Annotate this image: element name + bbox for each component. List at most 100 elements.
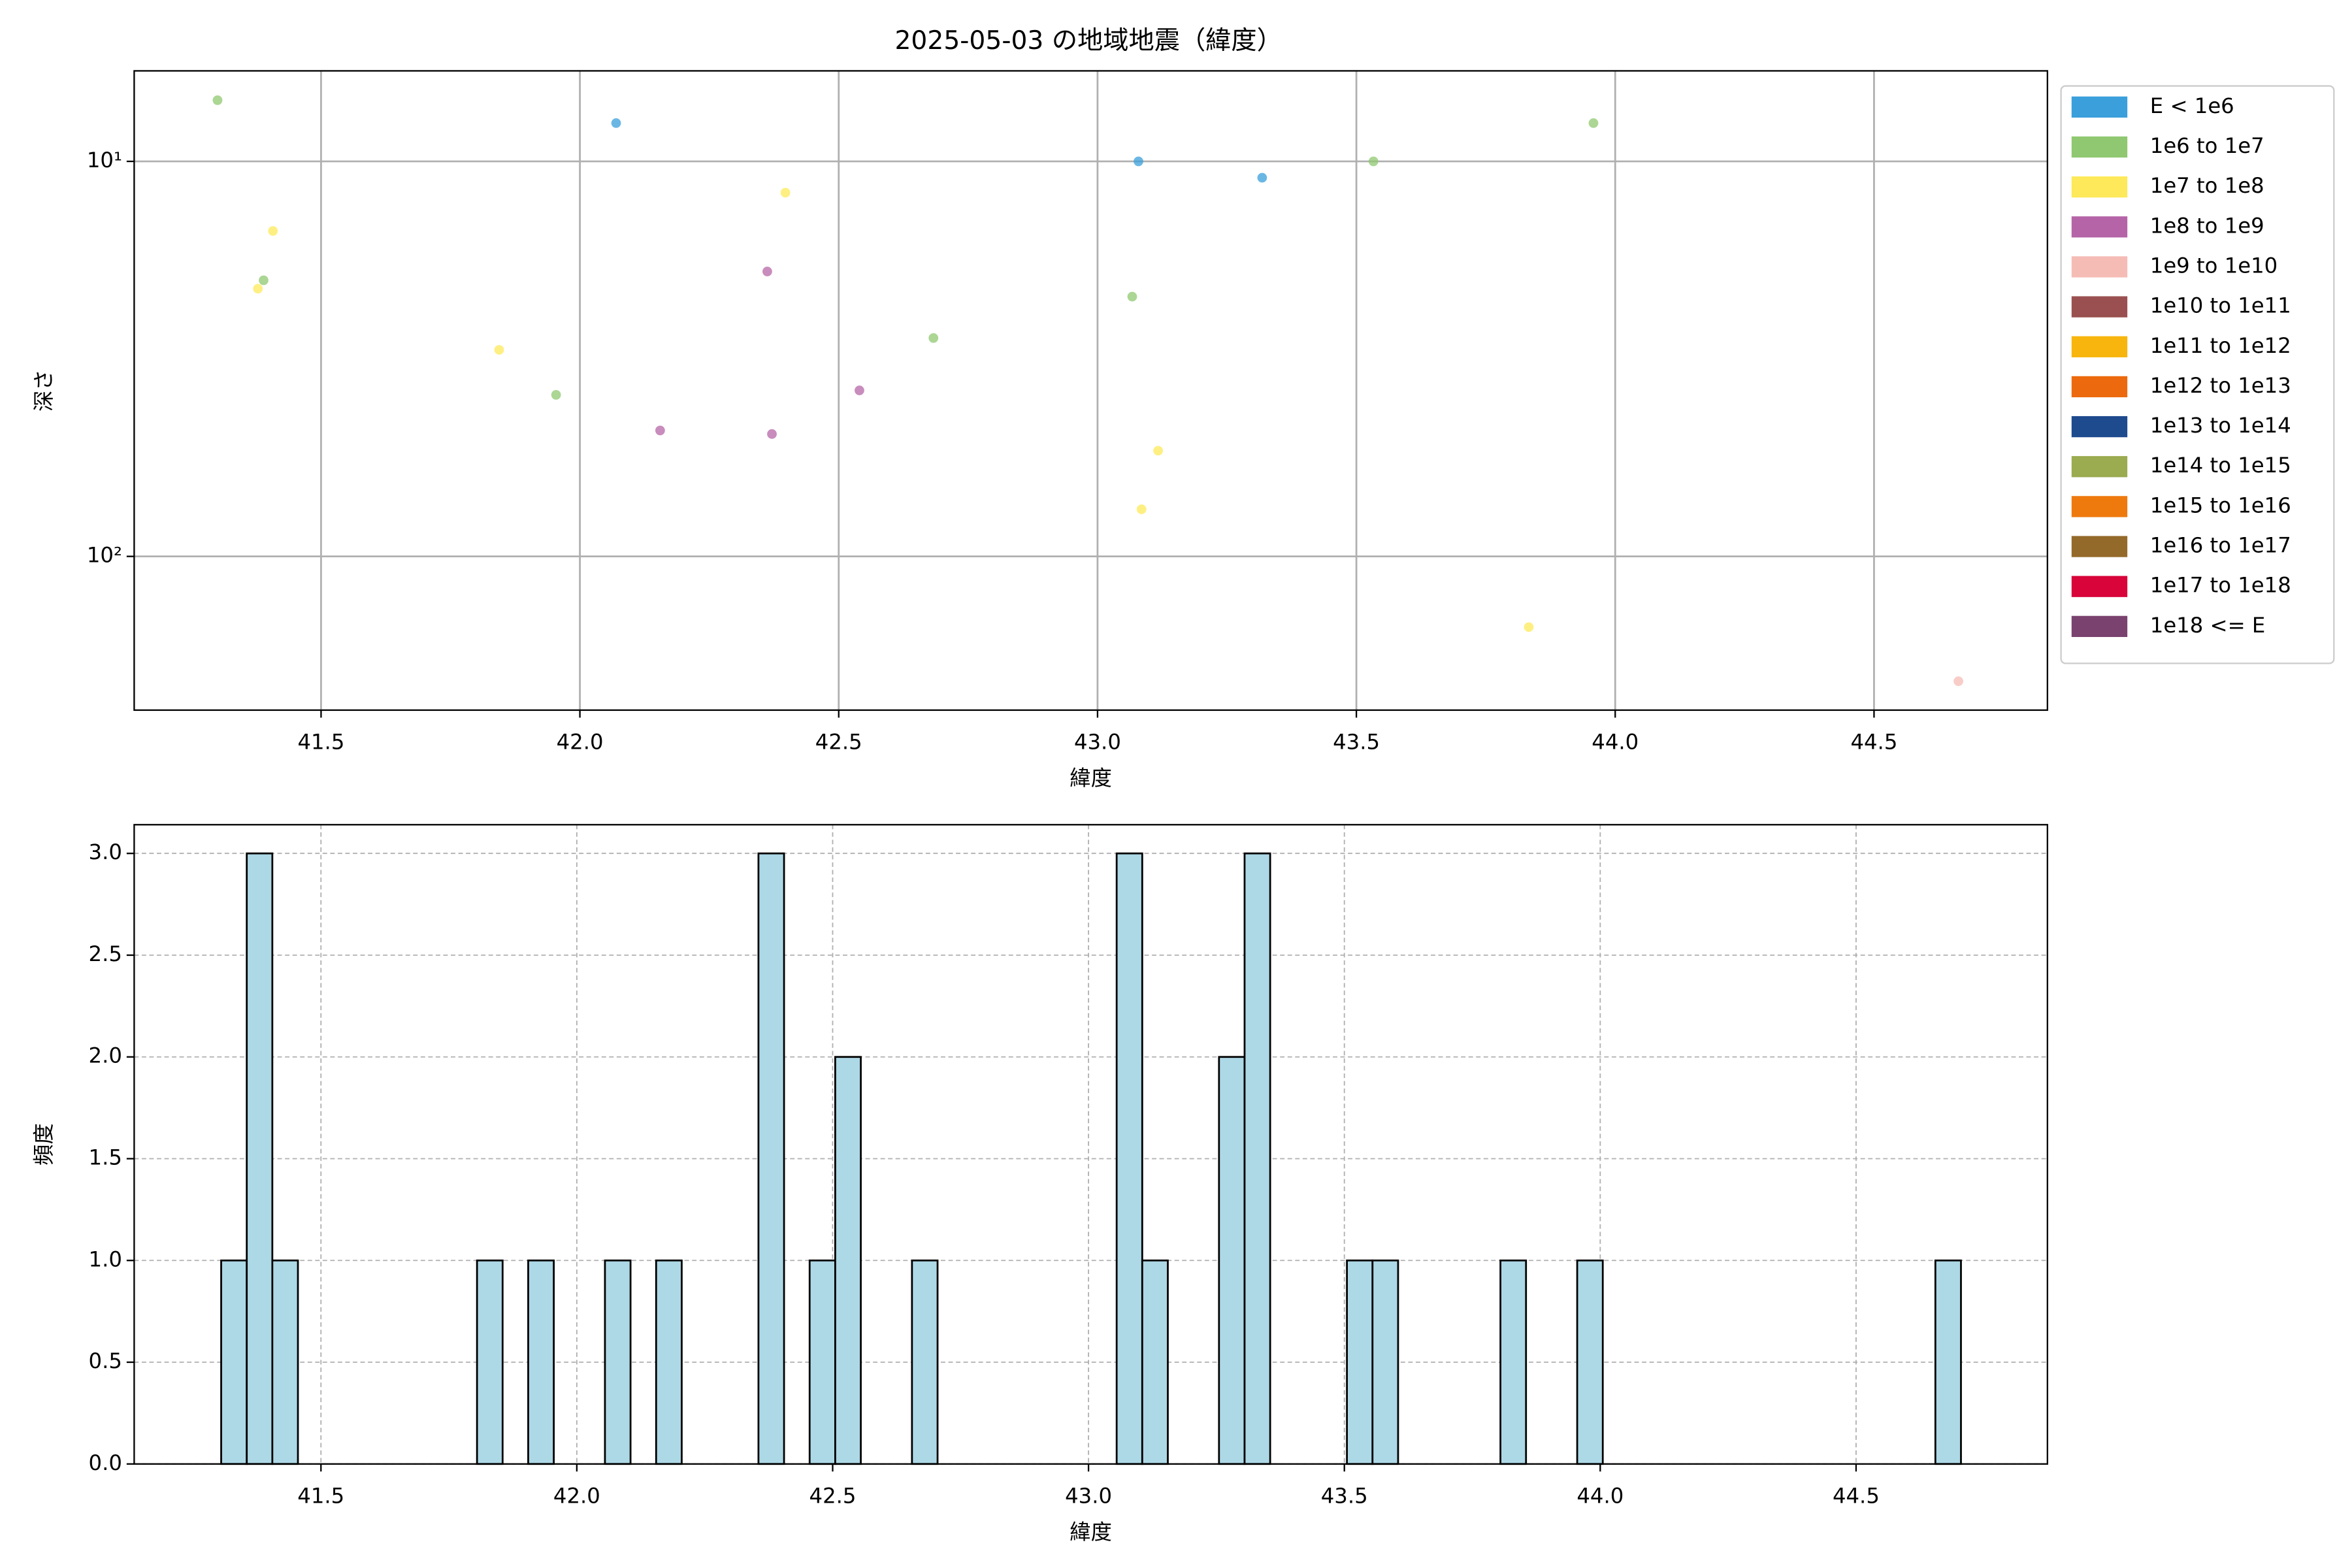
scatter-point: [1588, 118, 1599, 128]
histogram-bar: [1218, 1056, 1246, 1465]
legend-swatch: [2071, 296, 2128, 318]
legend-label: 1e13 to 1e14: [2150, 413, 2291, 438]
y-tick-label: 0.5: [89, 1348, 122, 1373]
y-tick-label: 10¹: [87, 148, 122, 172]
y-tick-label: 2.0: [89, 1043, 122, 1068]
y-tick-label: 0.0: [89, 1450, 122, 1475]
y-tick-label: 1.5: [89, 1145, 122, 1170]
x-tick-label: 44.0: [1592, 730, 1639, 755]
legend-label: 1e12 to 1e13: [2150, 373, 2291, 398]
y-tick-label: 3.0: [89, 840, 122, 864]
histogram-bar: [1934, 1259, 1962, 1465]
plot-frame: [133, 70, 2048, 711]
legend-label: 1e8 to 1e9: [2150, 213, 2264, 238]
histogram-bar: [1371, 1259, 1399, 1465]
x-tick-label: 43.5: [1333, 730, 1380, 755]
legend-label: 1e6 to 1e7: [2150, 133, 2264, 158]
scatter-point: [1257, 172, 1267, 183]
y-axis-label: 頻度: [31, 1123, 56, 1166]
legend-swatch: [2071, 576, 2128, 597]
x-tick-label: 44.5: [1850, 730, 1897, 755]
x-axis-label: 緯度: [1070, 1520, 1112, 1544]
scatter-point: [551, 389, 561, 400]
legend-label: 1e16 to 1e17: [2150, 533, 2291, 558]
scatter-point: [1134, 156, 1143, 167]
legend-swatch: [2071, 496, 2128, 517]
scatter-point: [1136, 504, 1147, 514]
x-tick-label: 42.0: [557, 730, 604, 755]
histogram-bar: [655, 1259, 683, 1465]
scatter-point: [1524, 622, 1534, 632]
legend-label: 1e7 to 1e8: [2150, 173, 2264, 198]
histogram-bar: [1346, 1259, 1374, 1465]
scatter-point: [855, 385, 864, 395]
legend-label: 1e9 to 1e10: [2150, 253, 2278, 278]
legend-swatch: [2071, 136, 2128, 158]
x-tick-label: 43.0: [1065, 1484, 1112, 1509]
x-tick-label: 43.5: [1321, 1484, 1368, 1509]
legend-swatch: [2071, 615, 2128, 637]
x-tick-label: 42.0: [553, 1484, 600, 1509]
scatter-point: [1368, 156, 1379, 167]
histogram-bar: [604, 1259, 632, 1465]
x-tick-label: 41.5: [297, 730, 344, 755]
scatter-point: [268, 226, 278, 236]
legend-label: 1e10 to 1e11: [2150, 293, 2291, 318]
histogram-bar: [757, 852, 785, 1465]
scatter-point: [928, 333, 939, 343]
scatter-point: [259, 275, 269, 286]
legend-swatch: [2071, 336, 2128, 357]
legend-label: 1e11 to 1e12: [2150, 333, 2291, 358]
scatter-point: [655, 425, 665, 436]
scatter-point: [762, 267, 772, 276]
legend-swatch: [2071, 416, 2128, 438]
histogram-bar: [808, 1259, 836, 1465]
legend-swatch: [2071, 216, 2128, 238]
y-tick-label: 1.0: [89, 1247, 122, 1271]
legend-swatch: [2071, 96, 2128, 118]
scatter-point: [1153, 446, 1164, 456]
legend-swatch: [2071, 536, 2128, 557]
histogram-bar: [527, 1259, 555, 1465]
y-tick-label: 2.5: [89, 941, 122, 966]
x-tick-label: 44.0: [1576, 1484, 1624, 1509]
legend-swatch: [2071, 256, 2128, 278]
x-tick-label: 43.0: [1074, 730, 1121, 755]
legend-label: 1e17 to 1e18: [2150, 573, 2291, 598]
histogram-bar: [1141, 1259, 1169, 1465]
plot-frame: [133, 824, 2048, 1465]
legend-label: 1e14 to 1e15: [2150, 453, 2291, 478]
legend-swatch: [2071, 176, 2128, 198]
legend-swatch: [2071, 376, 2128, 398]
scatter-point: [767, 429, 777, 439]
x-tick-label: 41.5: [297, 1484, 344, 1509]
scatter-point: [1127, 291, 1137, 302]
histogram-bar: [1115, 852, 1143, 1465]
scatter-point: [780, 188, 791, 198]
x-tick-label: 44.5: [1833, 1484, 1880, 1509]
histogram-bar: [834, 1056, 862, 1465]
scatter-point: [212, 95, 223, 105]
legend-label: E < 1e6: [2150, 93, 2234, 118]
chart-title: 2025-05-03 の地域地震（緯度）: [894, 26, 1282, 56]
histogram-bar: [1499, 1259, 1527, 1465]
legend-box: [2060, 85, 2335, 664]
legend-label: 1e15 to 1e16: [2150, 493, 2291, 517]
legend-swatch: [2071, 456, 2128, 478]
histogram-bar: [911, 1259, 939, 1465]
y-axis-label: 深さ: [31, 369, 56, 412]
y-tick-label: 10²: [87, 543, 122, 568]
scatter-point: [1953, 676, 1963, 687]
scatter-point: [494, 345, 504, 355]
histogram-bar: [1243, 852, 1271, 1465]
scatter-point: [253, 284, 263, 294]
x-axis-label: 緯度: [1070, 766, 1112, 791]
x-tick-label: 42.5: [815, 730, 862, 755]
histogram-bar: [476, 1259, 504, 1465]
histogram-bar: [1576, 1259, 1604, 1465]
x-tick-label: 42.5: [809, 1484, 857, 1509]
histogram-bar: [220, 1259, 248, 1465]
